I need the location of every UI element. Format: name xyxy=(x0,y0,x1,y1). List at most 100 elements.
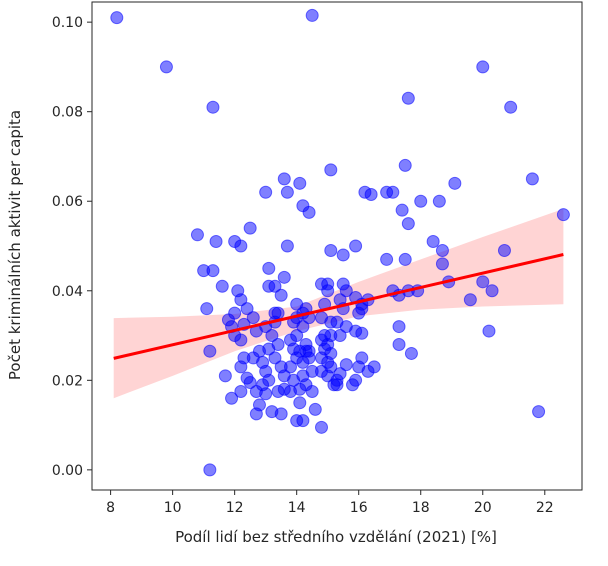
data-point xyxy=(321,284,335,298)
x-tick-label: 8 xyxy=(106,500,115,516)
data-point xyxy=(218,369,232,383)
regression-line xyxy=(113,253,564,360)
data-point xyxy=(525,172,539,186)
data-point xyxy=(532,405,546,419)
data-point xyxy=(252,344,266,358)
y-tick-label: 0.02 xyxy=(52,373,83,389)
y-tick-label: 0.04 xyxy=(52,284,83,300)
data-point xyxy=(392,337,406,351)
data-point xyxy=(333,367,347,381)
data-point xyxy=(110,11,124,25)
data-point xyxy=(268,351,282,365)
data-point xyxy=(190,228,204,242)
data-point xyxy=(556,208,570,222)
x-tick-label: 22 xyxy=(536,500,554,516)
data-point xyxy=(296,414,310,428)
data-point xyxy=(293,176,307,190)
y-tick-label: 0.06 xyxy=(52,194,83,210)
data-point xyxy=(234,360,248,374)
data-point xyxy=(274,407,288,421)
data-point xyxy=(283,360,297,374)
data-point xyxy=(485,284,499,298)
data-point xyxy=(271,385,285,399)
data-point xyxy=(463,293,477,307)
data-point xyxy=(349,373,363,387)
data-point xyxy=(280,185,294,199)
data-point xyxy=(234,293,248,307)
x-tick-label: 20 xyxy=(474,500,492,516)
data-point xyxy=(398,252,412,266)
data-point xyxy=(476,60,490,74)
data-point xyxy=(339,358,353,372)
data-point xyxy=(234,333,248,347)
data-point xyxy=(395,203,409,217)
data-point xyxy=(206,100,220,114)
x-axis: 8 10 12 14 16 18 20 22 xyxy=(106,490,554,516)
data-point xyxy=(504,100,518,114)
data-point xyxy=(380,252,394,266)
data-point xyxy=(333,329,347,343)
data-point xyxy=(159,60,173,74)
data-point xyxy=(401,91,415,105)
plot-area xyxy=(91,1,583,491)
data-point xyxy=(392,320,406,334)
data-point xyxy=(497,243,511,257)
data-point xyxy=(482,324,496,338)
y-tick-label: 0.08 xyxy=(52,105,83,121)
data-point xyxy=(398,158,412,172)
data-point xyxy=(240,302,254,316)
data-point xyxy=(305,385,319,399)
x-tick-label: 12 xyxy=(226,500,244,516)
data-point xyxy=(280,239,294,253)
data-point xyxy=(476,275,490,289)
data-point xyxy=(243,376,257,390)
y-axis-label: Počet kriminálních aktivit per capita xyxy=(6,110,24,380)
data-point xyxy=(287,373,301,387)
plot-frame xyxy=(91,1,583,491)
data-point xyxy=(426,235,440,249)
data-point xyxy=(277,270,291,284)
data-point xyxy=(355,302,369,316)
data-point xyxy=(339,284,353,298)
data-point xyxy=(259,387,273,401)
data-point xyxy=(305,8,319,22)
data-point xyxy=(249,407,263,421)
data-point xyxy=(277,172,291,186)
data-point xyxy=(293,396,307,410)
data-point xyxy=(361,364,375,378)
data-point xyxy=(265,329,279,343)
data-point xyxy=(234,239,248,253)
data-point xyxy=(203,344,217,358)
data-point xyxy=(225,391,239,405)
data-point xyxy=(435,243,449,257)
data-point xyxy=(302,205,316,219)
x-tick-label: 16 xyxy=(350,500,368,516)
data-point xyxy=(448,176,462,190)
x-axis-label: Podíl lidí bez středního vzdělání (2021)… xyxy=(175,528,497,546)
data-point xyxy=(209,235,223,249)
data-point xyxy=(246,311,260,325)
data-point xyxy=(203,463,217,477)
data-point xyxy=(296,355,310,369)
data-point xyxy=(414,194,428,208)
data-point xyxy=(386,185,400,199)
data-point xyxy=(432,194,446,208)
data-point xyxy=(349,239,363,253)
data-point xyxy=(259,185,273,199)
data-point xyxy=(262,261,276,275)
data-point xyxy=(330,378,344,392)
data-point xyxy=(274,288,288,302)
data-point xyxy=(308,402,322,416)
x-tick-label: 18 xyxy=(412,500,430,516)
data-point xyxy=(435,257,449,271)
data-point xyxy=(401,217,415,231)
data-point xyxy=(404,346,418,360)
data-point xyxy=(324,243,338,257)
data-point xyxy=(296,320,310,334)
data-point xyxy=(336,248,350,262)
data-point xyxy=(243,221,257,235)
data-point xyxy=(293,382,307,396)
data-point xyxy=(234,385,248,399)
data-point xyxy=(324,163,338,177)
